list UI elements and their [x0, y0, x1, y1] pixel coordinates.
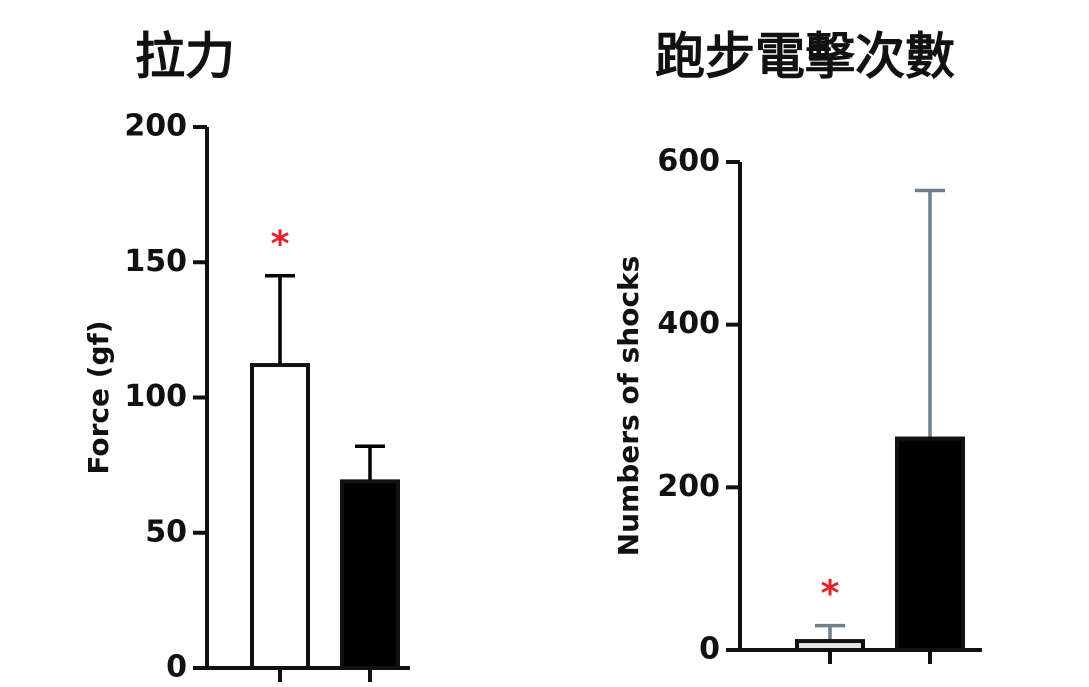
bar [340, 479, 400, 671]
y-tick-label: 0 [166, 650, 187, 685]
error-bar [815, 623, 845, 642]
chart-title: 拉力 [135, 28, 235, 86]
error-bar [265, 274, 295, 366]
error-bar [355, 444, 385, 482]
bar [250, 363, 310, 670]
bar [895, 436, 965, 652]
error-bar [915, 188, 945, 439]
y-tick-label: 600 [657, 144, 720, 179]
y-tick-label: 0 [699, 632, 720, 667]
significance-mark: * [821, 574, 840, 615]
y-tick-label: 150 [124, 244, 187, 279]
y-axis-label: Force (gf) [82, 320, 115, 474]
y-tick-label: 400 [657, 306, 720, 341]
y-tick-label: 50 [145, 514, 187, 549]
y-axis-label: Numbers of shocks [612, 256, 645, 557]
significance-mark: * [271, 224, 290, 265]
bar [795, 639, 865, 653]
y-tick-label: 100 [124, 379, 187, 414]
chart-title: 跑步電擊次數 [655, 28, 955, 86]
y-tick-label: 200 [657, 469, 720, 504]
y-tick-label: 200 [124, 109, 187, 144]
